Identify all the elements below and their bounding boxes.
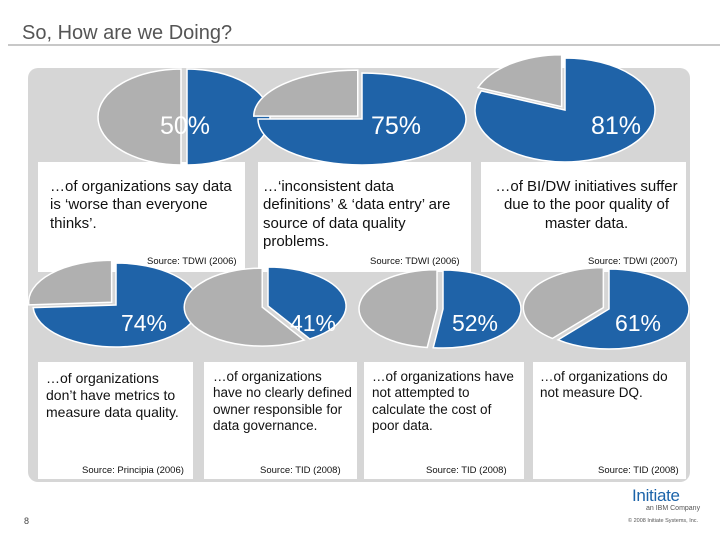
pie-slice-remainder: [97, 68, 182, 166]
stat-source: Source: TDWI (2007): [588, 256, 678, 267]
stat-description: …of organizations say data is ‘worse tha…: [50, 178, 232, 232]
stat-source: Source: TDWI (2006): [147, 256, 237, 267]
logo-subtitle: an IBM Company: [646, 505, 701, 512]
pie-slice-remainder: [27, 259, 113, 306]
stat-description: …of organizations don’t have metrics to …: [46, 370, 179, 421]
stat-source: Source: TID (2008): [426, 465, 507, 476]
percent-label: 41%: [289, 310, 337, 336]
pie-slice-value: [267, 266, 347, 340]
title-divider: [8, 44, 720, 46]
pie-slice-value: [432, 269, 522, 349]
stat-source: Source: TID (2008): [260, 465, 341, 476]
percent-label: 50%: [159, 112, 211, 140]
stat-card-top-1: [38, 162, 245, 272]
stat-card-bottom-2: [204, 362, 357, 479]
page-title: So, How are we Doing?: [22, 22, 233, 44]
stat-source: Source: TDWI (2006): [370, 256, 460, 267]
stat-description: …of organizations do not measure DQ.: [540, 369, 668, 401]
stat-description: …of organizations have no clearly define…: [213, 369, 352, 434]
percent-label: 81%: [590, 112, 642, 140]
pie-slice-value: [186, 68, 271, 166]
stat-card-bottom-1: [38, 362, 193, 479]
percent-label: 74%: [120, 310, 168, 336]
copyright-text: © 2008 Initiate Systems, Inc.: [628, 518, 699, 524]
pie-slice-value: [556, 268, 690, 350]
pie-slice-value: [32, 262, 200, 348]
pie-slice-value: [257, 72, 467, 166]
percent-label: 75%: [370, 112, 422, 140]
pie-slice-value: [474, 57, 656, 163]
stat-card-top-2: [258, 162, 471, 272]
page-number: 8: [24, 516, 30, 526]
percent-label: 52%: [451, 310, 499, 336]
pie-slice-remainder: [358, 268, 438, 349]
stat-card-top-3: [481, 162, 686, 272]
stat-description: …of BI/DW initiatives suffer due to the …: [495, 178, 678, 232]
stat-source: Source: Principia (2006): [82, 465, 184, 476]
pie-slice-remainder: [476, 53, 563, 108]
stat-source: Source: TID (2008): [598, 465, 679, 476]
stat-description: …of organizations have not attempted to …: [372, 369, 514, 434]
stat-description: …‘inconsistent data definitions’ & ‘data…: [263, 178, 451, 250]
pie-slice-remainder: [522, 266, 605, 340]
company-logo: Initiate: [632, 486, 680, 505]
stat-card-bottom-4: [533, 362, 686, 479]
pie-slice-remainder: [253, 69, 359, 117]
stat-card-bottom-3: [364, 362, 524, 479]
pie-slice-remainder: [183, 267, 306, 347]
percent-label: 61%: [614, 310, 662, 336]
